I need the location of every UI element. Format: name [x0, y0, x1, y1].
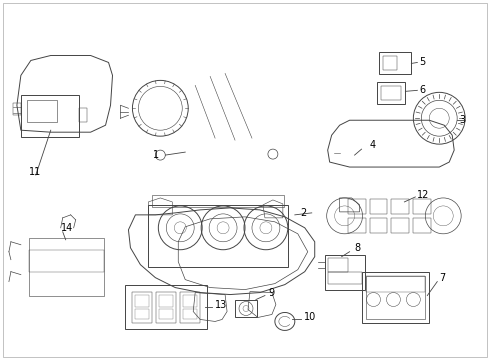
Bar — [384, 57, 397, 71]
Text: 7: 7 — [439, 273, 445, 283]
Text: 8: 8 — [355, 243, 361, 253]
Bar — [27, 100, 57, 122]
Bar — [135, 294, 149, 306]
Bar — [347, 218, 366, 233]
Text: 2: 2 — [300, 208, 306, 218]
Bar — [369, 199, 388, 214]
Bar — [183, 294, 197, 306]
Bar — [362, 272, 429, 323]
Bar — [132, 292, 152, 323]
Bar — [180, 292, 200, 323]
Bar — [379, 53, 412, 75]
Bar — [328, 272, 362, 284]
Bar — [366, 276, 425, 292]
Bar — [347, 199, 366, 214]
Text: 13: 13 — [215, 300, 227, 310]
Text: 5: 5 — [419, 58, 426, 67]
Text: 4: 4 — [369, 140, 376, 150]
Text: 11: 11 — [29, 167, 41, 177]
Bar — [392, 218, 409, 233]
Bar — [125, 285, 207, 329]
Bar — [369, 218, 388, 233]
Text: 12: 12 — [417, 190, 430, 200]
Bar — [29, 250, 103, 272]
Bar — [183, 310, 197, 319]
Bar — [382, 86, 401, 100]
Text: 10: 10 — [304, 312, 316, 323]
Bar — [135, 310, 149, 319]
Text: 6: 6 — [419, 85, 425, 95]
Text: 14: 14 — [61, 223, 73, 233]
Bar — [377, 82, 405, 104]
Bar — [325, 255, 365, 289]
Bar — [414, 199, 431, 214]
Bar — [159, 294, 173, 306]
Bar — [21, 95, 78, 137]
Bar — [414, 218, 431, 233]
Bar — [13, 103, 21, 115]
Bar — [366, 276, 425, 319]
Bar — [159, 310, 173, 319]
Bar — [235, 300, 257, 318]
Bar — [152, 195, 284, 207]
Bar — [392, 199, 409, 214]
Bar — [78, 108, 87, 122]
Bar — [148, 205, 288, 267]
Text: 9: 9 — [268, 288, 274, 298]
Text: 1: 1 — [153, 150, 159, 160]
Text: 3: 3 — [459, 115, 466, 125]
Bar — [29, 238, 103, 296]
Bar — [156, 292, 176, 323]
Bar — [328, 258, 347, 272]
